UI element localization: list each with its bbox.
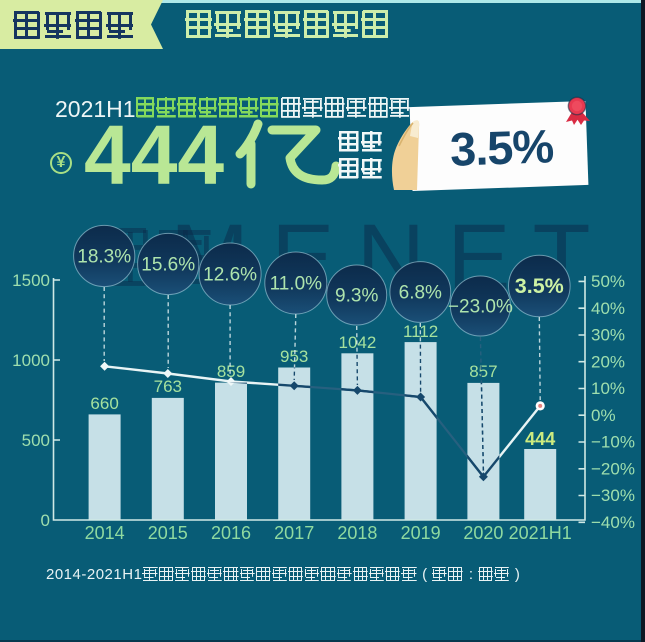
svg-text:500: 500 — [22, 431, 50, 450]
svg-text:50%: 50% — [591, 272, 625, 291]
svg-text:1000: 1000 — [12, 351, 50, 370]
svg-text:2018: 2018 — [337, 523, 377, 543]
svg-text:−23.0%: −23.0% — [448, 297, 513, 318]
svg-text:859: 859 — [217, 362, 245, 381]
svg-text:763: 763 — [154, 377, 182, 396]
svg-text:15.6%: 15.6% — [141, 255, 195, 276]
svg-text:18.3%: 18.3% — [77, 247, 131, 268]
svg-text:444: 444 — [525, 429, 555, 449]
svg-text:2014: 2014 — [85, 523, 125, 543]
svg-text:−20%: −20% — [591, 460, 635, 479]
svg-text:6.8%: 6.8% — [399, 283, 442, 304]
svg-text:2020: 2020 — [463, 523, 503, 543]
svg-text:0%: 0% — [591, 406, 616, 425]
svg-text:−40%: −40% — [591, 513, 635, 532]
svg-text:12.6%: 12.6% — [203, 265, 257, 286]
svg-text:20%: 20% — [591, 353, 625, 372]
svg-text:−10%: −10% — [591, 433, 635, 452]
svg-text:2019: 2019 — [401, 523, 441, 543]
svg-text:9.3%: 9.3% — [335, 286, 378, 307]
svg-text:0: 0 — [41, 511, 50, 530]
svg-text:2017: 2017 — [274, 523, 314, 543]
svg-text:3.5%: 3.5% — [515, 274, 564, 298]
svg-text:2016: 2016 — [211, 523, 251, 543]
svg-text:40%: 40% — [591, 299, 625, 318]
svg-text:1500: 1500 — [12, 271, 50, 290]
svg-text:10%: 10% — [591, 379, 625, 398]
svg-text:660: 660 — [90, 394, 118, 413]
svg-text:−30%: −30% — [591, 486, 635, 505]
svg-text:30%: 30% — [591, 326, 625, 345]
svg-text:2021H1: 2021H1 — [509, 523, 572, 543]
svg-text:953: 953 — [280, 347, 308, 366]
svg-text:857: 857 — [469, 362, 497, 381]
svg-text:11.0%: 11.0% — [270, 274, 323, 295]
svg-text:2015: 2015 — [148, 523, 188, 543]
